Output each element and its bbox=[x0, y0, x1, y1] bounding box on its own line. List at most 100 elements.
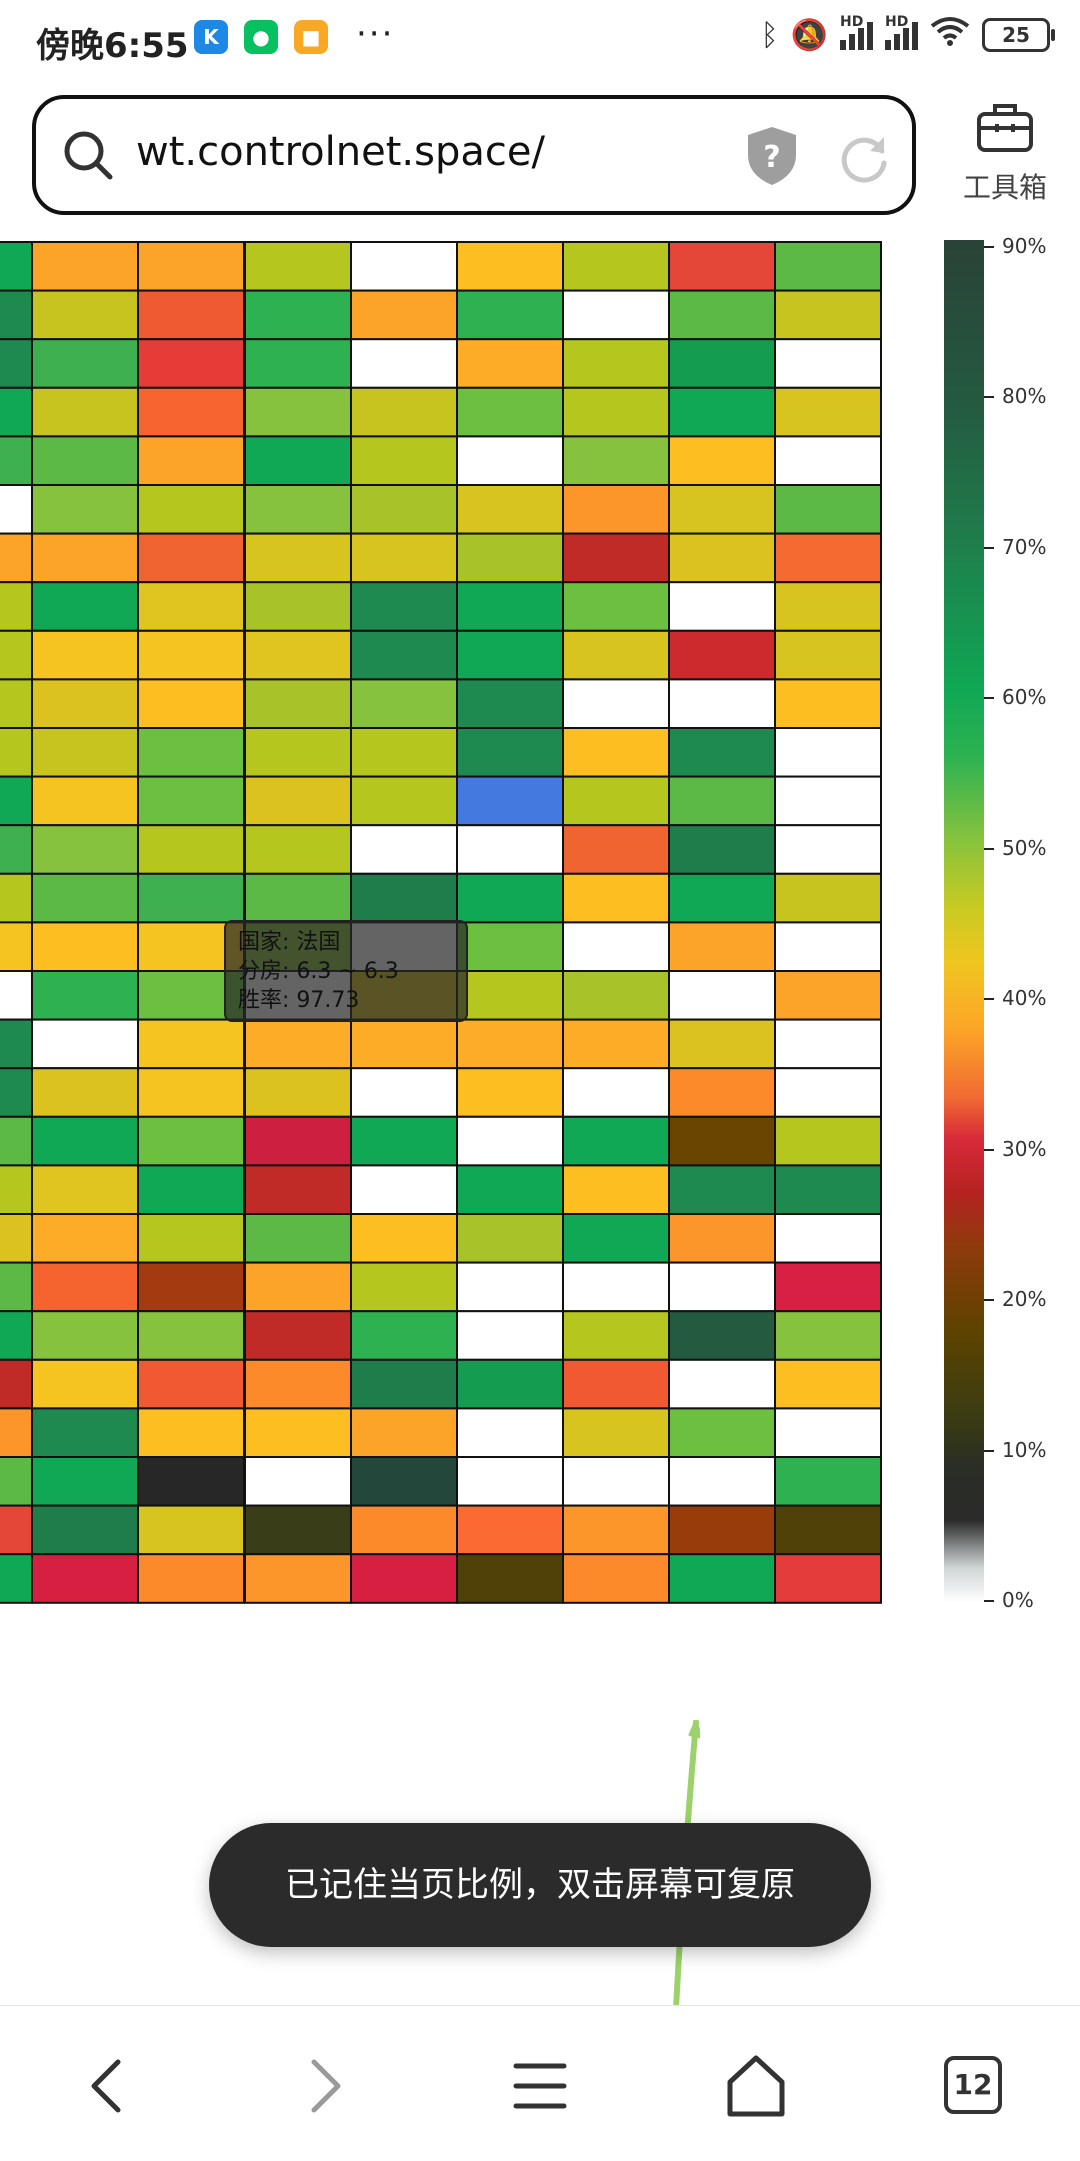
heatmap-cell[interactable] bbox=[244, 532, 352, 584]
heatmap-cell[interactable] bbox=[774, 1018, 882, 1070]
heatmap-cell[interactable] bbox=[31, 1553, 139, 1604]
heatmap-cell[interactable] bbox=[774, 824, 882, 875]
heatmap-cell[interactable] bbox=[137, 484, 245, 535]
heatmap-cell[interactable] bbox=[31, 1358, 139, 1410]
heatmap-cell[interactable] bbox=[244, 1358, 352, 1410]
heatmap-cell[interactable] bbox=[244, 678, 352, 729]
heatmap-cell[interactable] bbox=[350, 1164, 458, 1216]
heatmap-cell[interactable] bbox=[0, 484, 33, 535]
heatmap-cell[interactable] bbox=[137, 1067, 245, 1118]
heatmap-cell[interactable] bbox=[244, 824, 352, 875]
heatmap-cell[interactable] bbox=[244, 1553, 352, 1604]
heatmap-cell[interactable] bbox=[774, 1407, 882, 1459]
heatmap-cell[interactable] bbox=[31, 1213, 139, 1264]
heatmap-cell[interactable] bbox=[31, 872, 139, 924]
heatmap-cell[interactable] bbox=[562, 484, 670, 535]
heatmap-cell[interactable] bbox=[0, 1407, 33, 1459]
heatmap-cell[interactable] bbox=[137, 727, 245, 778]
heatmap-cell[interactable] bbox=[456, 1553, 564, 1604]
heatmap-cell[interactable] bbox=[456, 872, 564, 924]
heatmap-cell[interactable] bbox=[0, 1456, 33, 1507]
heatmap-cell[interactable] bbox=[562, 1018, 670, 1070]
heatmap-cell[interactable] bbox=[0, 1358, 33, 1410]
forward-icon[interactable] bbox=[284, 2046, 364, 2126]
heatmap-cell[interactable] bbox=[31, 1164, 139, 1216]
heatmap-cell[interactable] bbox=[668, 1553, 776, 1604]
heatmap-cell[interactable] bbox=[456, 1504, 564, 1556]
heatmap-cell[interactable] bbox=[244, 1261, 352, 1313]
heatmap-cell[interactable] bbox=[668, 872, 776, 924]
heatmap-cell[interactable] bbox=[562, 338, 670, 389]
heatmap-cell[interactable] bbox=[774, 678, 882, 729]
menu-icon[interactable] bbox=[500, 2046, 580, 2126]
heatmap-cell[interactable] bbox=[137, 1115, 245, 1167]
heatmap-cell[interactable] bbox=[244, 435, 352, 486]
heatmap-cell[interactable] bbox=[456, 727, 564, 778]
heatmap-cell[interactable] bbox=[31, 775, 139, 827]
back-icon[interactable] bbox=[68, 2046, 148, 2126]
heatmap-cell[interactable] bbox=[774, 386, 882, 438]
heatmap-cell[interactable] bbox=[137, 1261, 245, 1313]
heatmap-cell[interactable] bbox=[0, 1067, 33, 1118]
heatmap-cell[interactable] bbox=[31, 532, 139, 584]
heatmap-cell[interactable] bbox=[31, 386, 139, 438]
heatmap-cell[interactable] bbox=[137, 678, 245, 729]
heatmap-cell[interactable] bbox=[562, 970, 670, 1021]
heatmap-cell[interactable] bbox=[774, 435, 882, 486]
heatmap-cell[interactable] bbox=[668, 1504, 776, 1556]
reload-icon[interactable] bbox=[836, 131, 890, 185]
heatmap-cell[interactable] bbox=[668, 727, 776, 778]
heatmap-cell[interactable] bbox=[562, 1115, 670, 1167]
heatmap-cell[interactable] bbox=[668, 970, 776, 1021]
heatmap-cell[interactable] bbox=[244, 1164, 352, 1216]
heatmap-cell[interactable] bbox=[244, 581, 352, 632]
heatmap-cell[interactable] bbox=[668, 678, 776, 729]
heatmap-cell[interactable] bbox=[774, 1164, 882, 1216]
heatmap-cell[interactable] bbox=[456, 1407, 564, 1459]
heatmap-cell[interactable] bbox=[456, 1018, 564, 1070]
heatmap-cell[interactable] bbox=[562, 1067, 670, 1118]
heatmap-cell[interactable] bbox=[0, 970, 33, 1021]
heatmap-cell[interactable] bbox=[774, 289, 882, 341]
heatmap-cell[interactable] bbox=[456, 581, 564, 632]
heatmap-cell[interactable] bbox=[0, 921, 33, 973]
heatmap-cell[interactable] bbox=[31, 629, 139, 681]
heatmap-cell[interactable] bbox=[774, 1310, 882, 1361]
heatmap-cell[interactable] bbox=[0, 775, 33, 827]
heatmap-cell[interactable] bbox=[562, 1213, 670, 1264]
heatmap-cell[interactable] bbox=[456, 241, 564, 292]
heatmap-cell[interactable] bbox=[350, 1310, 458, 1361]
heatmap-cell[interactable] bbox=[31, 1310, 139, 1361]
heatmap-cell[interactable] bbox=[0, 386, 33, 438]
heatmap-cell[interactable] bbox=[456, 1310, 564, 1361]
heatmap-cell[interactable] bbox=[0, 727, 33, 778]
heatmap-cell[interactable] bbox=[31, 338, 139, 389]
heatmap-cell[interactable] bbox=[350, 1358, 458, 1410]
heatmap-cell[interactable] bbox=[244, 289, 352, 341]
heatmap-cell[interactable] bbox=[137, 1504, 245, 1556]
heatmap-cell[interactable] bbox=[668, 289, 776, 341]
heatmap-cell[interactable] bbox=[456, 1213, 564, 1264]
heatmap-cell[interactable] bbox=[31, 727, 139, 778]
heatmap-cell[interactable] bbox=[562, 1504, 670, 1556]
heatmap-cell[interactable] bbox=[456, 824, 564, 875]
heatmap-cell[interactable] bbox=[562, 435, 670, 486]
heatmap-cell[interactable] bbox=[456, 678, 564, 729]
heatmap-cell[interactable] bbox=[137, 435, 245, 486]
heatmap-cell[interactable] bbox=[668, 1407, 776, 1459]
heatmap-cell[interactable] bbox=[668, 338, 776, 389]
heatmap-cell[interactable] bbox=[562, 386, 670, 438]
heatmap-cell[interactable] bbox=[0, 1213, 33, 1264]
heatmap-cell[interactable] bbox=[668, 435, 776, 486]
heatmap-cell[interactable] bbox=[0, 872, 33, 924]
heatmap-cell[interactable] bbox=[774, 970, 882, 1021]
heatmap-cell[interactable] bbox=[562, 1456, 670, 1507]
heatmap-cell[interactable] bbox=[562, 629, 670, 681]
heatmap-cell[interactable] bbox=[774, 1261, 882, 1313]
heatmap-cell[interactable] bbox=[244, 386, 352, 438]
heatmap-cell[interactable] bbox=[31, 1456, 139, 1507]
heatmap-cell[interactable] bbox=[350, 1018, 458, 1070]
heatmap-cell[interactable] bbox=[562, 824, 670, 875]
heatmap-cell[interactable] bbox=[31, 435, 139, 486]
heatmap-cell[interactable] bbox=[562, 678, 670, 729]
